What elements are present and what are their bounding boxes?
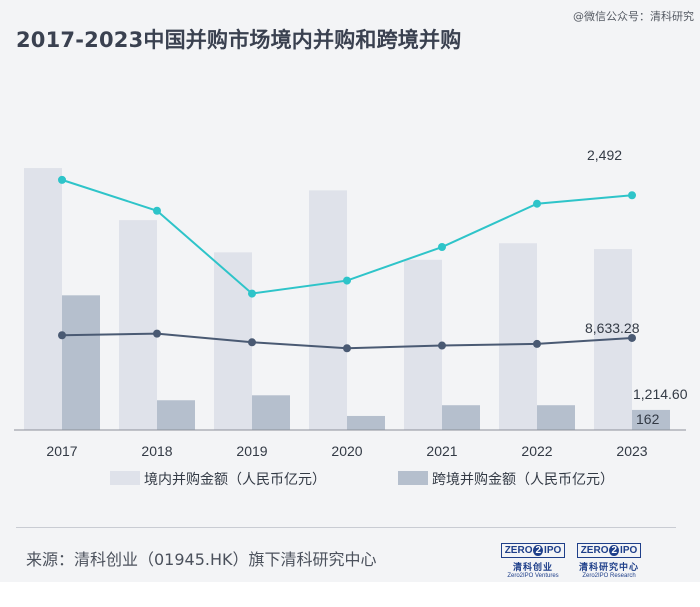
legend-swatch-1 [110, 471, 140, 485]
legend-label-1: 境内并购金额（人民币亿元） [144, 472, 326, 488]
domestic-count-point-2017 [58, 175, 66, 184]
bar-domestic-2020 [309, 190, 347, 430]
x-tick-label-2020: 2020 [331, 443, 362, 459]
crossborder-count-point-2022 [533, 339, 541, 348]
domestic-count-point-2020 [343, 276, 351, 285]
bar-crossborder-2023 [632, 409, 670, 430]
data-label-domestic-count-2023: 2,492 [587, 147, 622, 163]
domestic-count-point-2019 [248, 289, 256, 298]
bar-domestic-2018 [119, 220, 157, 430]
data-label-crossborder-count-2023: 162 [636, 411, 660, 427]
chart-card: @微信公众号：清科研究 2017-2023中国并购市场境内并购和跨境并购 201… [0, 0, 700, 582]
bar-crossborder-2020 [347, 415, 385, 430]
watermark: @微信公众号：清科研究 [573, 10, 694, 23]
domestic-count-point-2018 [153, 206, 161, 215]
bar-domestic-2022 [499, 243, 537, 430]
crossborder-count-point-2021 [438, 341, 446, 350]
x-tick-label-2017: 2017 [46, 443, 77, 459]
data-label-domestic-amount-2023: 8,633.28 [585, 320, 640, 336]
x-tick-label-2022: 2022 [521, 443, 552, 459]
zero2ipo-research-logo: ZERO 2 IPO 清科研究中心 Zero2IPO Research [574, 538, 644, 579]
x-tick-label-2021: 2021 [426, 443, 457, 459]
source-note: 来源：清科创业（01945.HK）旗下清科研究中心 [26, 550, 377, 569]
bar-crossborder-2018 [157, 400, 195, 430]
crossborder-count-point-2017 [58, 331, 66, 340]
bar-crossborder-2019 [252, 395, 290, 430]
chart-title: 2017-2023中国并购市场境内并购和跨境并购 [16, 28, 462, 52]
domestic-count-point-2023 [628, 191, 636, 200]
crossborder-count-point-2019 [248, 338, 256, 347]
domestic-count-point-2022 [533, 199, 541, 208]
x-tick-label-2019: 2019 [236, 443, 267, 459]
data-label-crossborder-amount-2023: 1,214.60 [633, 386, 688, 402]
crossborder-count-point-2023 [628, 333, 636, 342]
x-tick-label-2023: 2023 [616, 443, 647, 459]
bar-domestic-2017 [24, 168, 62, 430]
crossborder-count-point-2018 [153, 329, 161, 338]
zero2ipo-ventures-logo: ZERO 2 IPO 清科创业 Zero2IPO Ventures [498, 538, 568, 579]
divider [16, 527, 676, 528]
bar-crossborder-2017 [62, 295, 100, 430]
x-tick-label-2018: 2018 [141, 443, 172, 459]
legend-swatch-2 [398, 471, 428, 485]
legend-label-2: 跨境并购金额（人民币亿元） [432, 472, 614, 488]
bar-crossborder-2022 [537, 405, 575, 430]
crossborder-count-point-2020 [343, 344, 351, 353]
bar-crossborder-2021 [442, 405, 480, 430]
domestic-count-point-2021 [438, 243, 446, 252]
chart-svg: 2017 2018 2019 2020 2021 2022 2023 2,492 8,633.… [14, 147, 688, 488]
